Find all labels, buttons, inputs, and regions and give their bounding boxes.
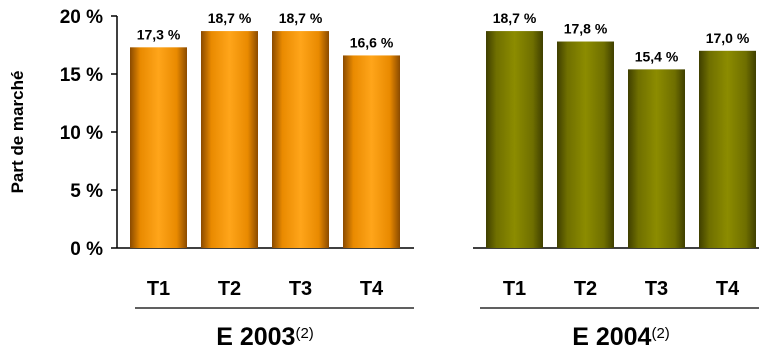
data-label: 18,7 %: [279, 10, 323, 26]
y-axis-label: Part de marché: [8, 71, 27, 194]
data-label: 18,7 %: [208, 10, 252, 26]
group-labels: E 2003(2) E 2004(2): [216, 323, 670, 351]
y-ticks: 0 % 5 % 10 % 15 % 20 %: [60, 7, 117, 260]
category-label: T4: [360, 278, 384, 300]
group-note: (2): [651, 325, 669, 342]
y-tick-label: 10 %: [60, 123, 103, 144]
y-tick-label: 15 %: [60, 65, 103, 86]
category-label: T3: [645, 278, 668, 300]
category-labels: T1 T2 T3 T4 T1 T2 T3 T4: [147, 278, 740, 300]
bars: [130, 31, 756, 248]
bar-e2003-t3: [272, 31, 329, 248]
category-label: T4: [716, 278, 740, 300]
group-label: E 2003(2): [216, 323, 314, 351]
bar-e2003-t2: [201, 31, 258, 248]
group-label: E 2004(2): [572, 323, 670, 351]
bar-e2004-t3: [628, 69, 685, 248]
group-name: E 2004: [572, 323, 651, 351]
data-label: 17,3 %: [137, 26, 181, 42]
bar-e2003-t4: [343, 55, 400, 248]
category-label: T2: [574, 278, 597, 300]
group-note: (2): [295, 325, 313, 342]
y-tick-label: 5 %: [70, 181, 103, 202]
data-label: 18,7 %: [493, 10, 537, 26]
category-label: T1: [503, 278, 526, 300]
data-labels: 17,3 % 18,7 % 18,7 % 16,6 % 18,7 % 17,8 % 15,4…: [137, 10, 750, 64]
category-label: T2: [218, 278, 241, 300]
bar-e2004-t1: [486, 31, 543, 248]
category-label: T3: [289, 278, 312, 300]
y-tick-label: 20 %: [60, 7, 103, 28]
y-tick-label: 0 %: [70, 239, 103, 260]
bar-e2003-t1: [130, 47, 187, 248]
bar-e2004-t4: [699, 50, 756, 248]
data-label: 15,4 %: [635, 48, 679, 64]
data-label: 17,0 %: [706, 30, 750, 46]
group-name: E 2003: [216, 323, 295, 351]
data-label: 17,8 %: [564, 21, 608, 37]
data-label: 16,6 %: [350, 34, 394, 50]
bar-e2004-t2: [557, 41, 614, 248]
category-label: T1: [147, 278, 170, 300]
